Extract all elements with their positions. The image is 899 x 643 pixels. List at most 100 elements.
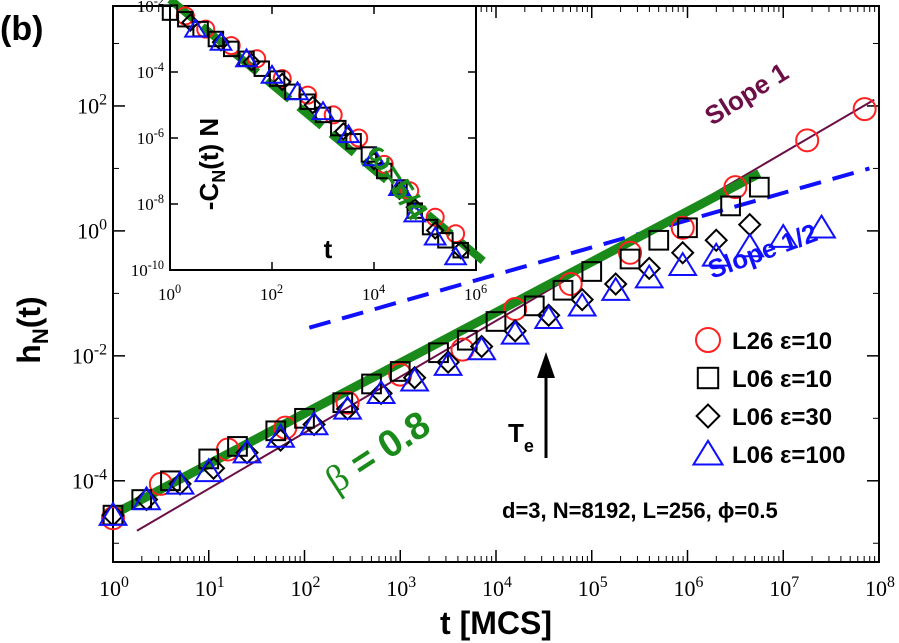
point-circle [723,175,748,200]
point-triangle [423,225,448,246]
point-diamond [333,121,353,141]
slope-1-label: Slope 1 [699,57,793,131]
x-tick-label: 100 [99,574,129,601]
point-triangle [399,366,430,392]
legend-label: L06 ε=30 [732,404,832,431]
point-triangle [433,351,464,376]
point-triangle [667,251,698,276]
x-tick-label: 106 [674,574,704,601]
point-diamond [603,272,628,296]
legend: L26 ε=10 L06 ε=10 L06 ε=30 L06 ε=100 [691,327,845,469]
x-tick-label: 107 [769,574,799,601]
point-triangle [533,304,564,330]
point-circle [795,128,820,153]
point-diamond [737,212,762,237]
point-triangle [259,64,285,84]
point-diamond [436,350,460,374]
point-diamond [637,256,662,281]
point-square [581,261,603,282]
x-tick-label: 106 [464,282,487,304]
point-triangle [768,223,799,248]
point-triangle [634,263,665,289]
point-diamond [242,52,262,72]
inset-chart: 100 102 104 106 10-10 10-8 10-6 10-4 10-2 t -CN(… [131,0,489,304]
point-circle [852,97,877,122]
point-square [253,60,271,77]
point-triangle [234,47,259,68]
point-triangle [97,501,129,526]
point-triangle [366,379,397,405]
params-label: d=3, N=8192, L=256, ϕ=0.5 [502,498,778,523]
point-diamond [272,72,292,92]
x-tick-label: 105 [578,574,608,601]
point-triangle [466,335,497,361]
point-diamond [536,303,561,328]
point-circle [349,128,369,148]
point-square [677,217,698,239]
point-diamond [670,240,695,265]
legend-marker-triangle [691,438,725,466]
point-square [523,295,545,317]
legend-label: L06 ε=100 [732,442,845,469]
point-diamond [469,334,494,359]
point-triangle [231,438,263,464]
slope-half-line [308,166,870,330]
x-tick-label: 101 [195,574,225,601]
point-circle [425,207,445,227]
point-diamond [570,287,595,312]
point-circle [670,215,695,240]
legend-marker-diamond [695,403,721,429]
point-triangle [298,410,330,436]
legend-marker-square [696,366,720,390]
y-tick-label: 10-4 [137,60,164,82]
slope-half-label: Slope 1/2 [704,217,822,284]
point-triangle [567,291,598,317]
point-diamond [201,456,226,481]
point-circle [323,105,343,125]
point-diamond [503,318,528,343]
point-diamond [405,197,425,217]
point-diamond [303,95,323,115]
x-tick-label: 108 [865,574,895,601]
point-triangle [443,245,468,266]
inset-x-axis-label: t [324,234,333,264]
point-square [648,229,670,251]
point-triangle [310,100,336,121]
inset-y-axis-label: -CN(t) N [194,118,229,210]
point-circle [618,240,643,265]
x-tick-label: 104 [482,574,512,601]
point-triangle [193,457,224,483]
x-tick-label: 103 [386,574,416,601]
point-diamond [402,365,427,390]
legend-marker-circle [695,327,721,353]
y-tick-label: 10-2 [137,0,164,16]
point-triangle [806,213,837,239]
point-triangle [164,469,196,495]
legend-label: L06 ε=10 [732,366,832,393]
panel-label: (b) [0,10,43,48]
y-tick-label: 10-4 [72,466,107,493]
y-tick-label: 10-8 [137,192,164,214]
point-triangle [285,80,310,101]
point-circle [101,506,125,531]
inset-axis-ticks: 100 102 104 106 10-10 10-8 10-6 10-4 10-2 [131,0,487,304]
point-square [485,311,507,332]
point-triangle [701,241,732,267]
main-y-axis-label: hN(t) [11,296,53,363]
point-triangle [734,232,765,258]
point-triangle [387,176,412,196]
main-data-points [97,97,877,531]
point-triangle [361,146,387,167]
main-x-axis-label: t [MCS] [440,605,552,641]
y-tick-label: 102 [77,92,107,119]
point-triangle [600,276,631,301]
point-square [619,248,641,270]
point-diamond [425,220,445,240]
point-circle [558,272,583,296]
inset-data-points [161,4,471,266]
point-circle [335,390,360,415]
point-square [160,470,181,492]
x-tick-label: 100 [158,282,181,304]
point-triangle [402,202,427,223]
